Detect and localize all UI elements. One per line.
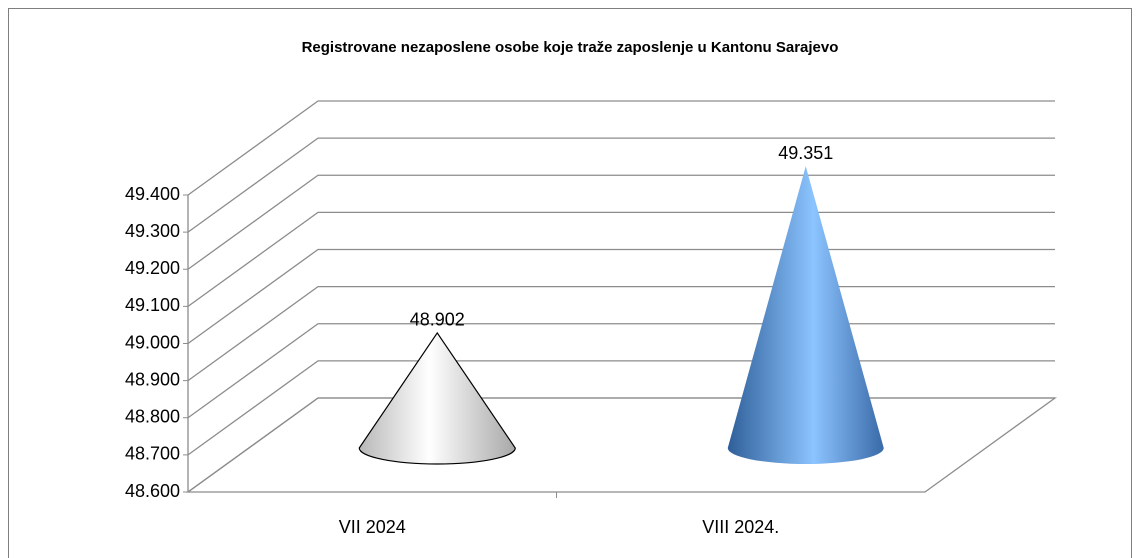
grid-line (187, 211, 1055, 307)
y-tick-label: 49.400 (125, 184, 180, 204)
plot-area: 48.600 48.700 48.800 48.900 49.000 49.100 49.2… (125, 100, 1058, 537)
chart-title: Registrovane nezaposlene osobe koje traž… (302, 39, 839, 56)
y-tick-label: 49.300 (125, 221, 180, 241)
grid-line (187, 323, 1055, 419)
grid-line (187, 360, 1055, 456)
x-tick-label: VII 2024 (339, 517, 406, 537)
grid-line (187, 248, 1055, 345)
y-tick-label: 48.700 (125, 444, 180, 464)
x-tick-label: VIII 2024. (702, 517, 779, 537)
y-tick-label: 49.200 (125, 258, 180, 278)
grid-line (187, 397, 1055, 493)
y-tick-label: 48.800 (125, 407, 180, 427)
value-label: 48.902 (410, 310, 465, 330)
value-label: 49.351 (778, 143, 833, 163)
y-tick-label: 48.900 (125, 369, 180, 389)
y-tick-label: 48.600 (125, 481, 180, 501)
grid-line (187, 137, 1055, 233)
cone (727, 166, 884, 464)
y-tick-label: 49.100 (125, 295, 180, 315)
floor (185, 397, 1058, 493)
chart-border (8, 8, 1132, 558)
grid-line (187, 285, 1055, 382)
cone (358, 331, 516, 465)
grid-line (187, 100, 1055, 196)
y-tick-label: 49.000 (125, 332, 180, 352)
grid-line (187, 174, 1055, 270)
